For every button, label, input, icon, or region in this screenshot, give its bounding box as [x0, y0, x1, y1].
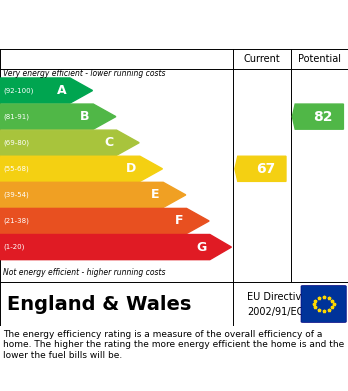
Polygon shape	[0, 235, 231, 260]
Polygon shape	[0, 104, 116, 129]
Text: 2002/91/EC: 2002/91/EC	[247, 307, 303, 317]
Text: The energy efficiency rating is a measure of the overall efficiency of a home. T: The energy efficiency rating is a measur…	[3, 330, 345, 359]
Text: G: G	[196, 240, 206, 254]
Text: C: C	[104, 136, 113, 149]
Polygon shape	[292, 104, 343, 129]
Polygon shape	[0, 78, 93, 103]
Polygon shape	[0, 130, 139, 155]
Text: (55-68): (55-68)	[3, 165, 29, 172]
Text: E: E	[151, 188, 160, 201]
Text: (81-91): (81-91)	[3, 113, 30, 120]
Polygon shape	[0, 156, 163, 181]
Text: D: D	[126, 162, 136, 175]
Text: B: B	[80, 110, 90, 123]
Text: (69-80): (69-80)	[3, 140, 30, 146]
Text: A: A	[57, 84, 66, 97]
Text: Current: Current	[244, 54, 280, 65]
Polygon shape	[235, 156, 286, 181]
Text: (1-20): (1-20)	[3, 244, 25, 250]
Text: (21-38): (21-38)	[3, 218, 29, 224]
Text: F: F	[175, 215, 183, 228]
Text: Potential: Potential	[298, 54, 341, 65]
Text: 82: 82	[313, 109, 333, 124]
Text: England & Wales: England & Wales	[7, 294, 191, 314]
Text: (92-100): (92-100)	[3, 87, 34, 94]
Text: 67: 67	[256, 162, 275, 176]
Polygon shape	[0, 182, 186, 208]
Text: Very energy efficient - lower running costs: Very energy efficient - lower running co…	[3, 69, 166, 78]
Text: Not energy efficient - higher running costs: Not energy efficient - higher running co…	[3, 268, 166, 277]
FancyBboxPatch shape	[301, 285, 346, 323]
Text: (39-54): (39-54)	[3, 192, 29, 198]
Polygon shape	[0, 208, 209, 233]
Text: EU Directive: EU Directive	[247, 292, 307, 302]
Text: Energy Efficiency Rating: Energy Efficiency Rating	[50, 15, 298, 34]
